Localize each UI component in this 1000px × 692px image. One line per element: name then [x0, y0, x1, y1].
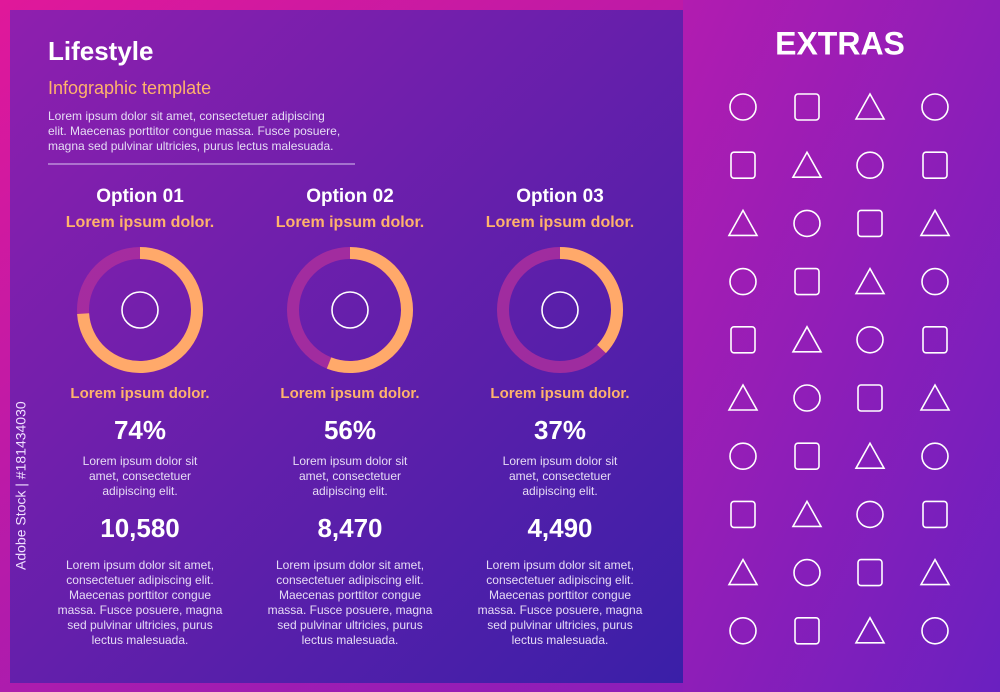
option-label: Lorem ipsum dolor. [280, 385, 419, 402]
count-text: Lorem ipsum dolor sit amet, [276, 558, 424, 572]
count-text: sed pulvinar ultricies, purus [277, 618, 422, 632]
icon [919, 208, 951, 237]
count: 8,470 [317, 513, 382, 543]
icon [854, 441, 886, 469]
icon [922, 151, 948, 179]
intro-text: magna sed pulvinar ultricies, purus lect… [48, 139, 333, 153]
percent-text: adipiscing elit. [312, 484, 387, 498]
percent: 74% [114, 415, 166, 445]
option-title: Option 02 [306, 186, 394, 207]
intro-text: Lorem ipsum dolor sit amet, consectetuer… [48, 109, 325, 123]
donut-arc [77, 247, 203, 373]
icon [856, 325, 884, 354]
percent: 37% [534, 415, 586, 445]
icon [857, 384, 883, 412]
count-text: Lorem ipsum dolor sit amet, [486, 558, 634, 572]
option-subtitle: Lorem ipsum dolor. [276, 214, 424, 231]
icon [727, 383, 759, 411]
percent-text: amet, consectetuer [89, 469, 191, 483]
intro-text: elit. Maecenas porttitor congue massa. F… [48, 124, 340, 138]
percent-text: amet, consectetuer [509, 469, 611, 483]
icon [794, 267, 820, 296]
icon [729, 442, 757, 471]
icon [727, 557, 759, 586]
donut-arc [326, 247, 413, 373]
icon [791, 325, 823, 353]
count-text: lectus malesuada. [512, 633, 609, 647]
option-subtitle: Lorem ipsum dolor. [486, 214, 634, 231]
icon [730, 500, 756, 529]
icon [921, 93, 949, 121]
donut-icon [541, 291, 579, 329]
percent-text: amet, consectetuer [299, 469, 401, 483]
icon [921, 442, 949, 471]
icon [727, 208, 759, 237]
count: 4,490 [527, 513, 592, 543]
option-title: Option 01 [96, 186, 184, 207]
icon [921, 267, 949, 296]
icon [857, 209, 883, 238]
option-label: Lorem ipsum dolor. [490, 385, 629, 402]
count-text: massa. Fusce posuere, magna [58, 603, 223, 617]
count-text: consectetuer adipiscing elit. [486, 573, 633, 587]
icon [919, 557, 951, 586]
icon [794, 442, 820, 471]
icon [793, 558, 821, 587]
count-text: consectetuer adipiscing elit. [66, 573, 213, 587]
icon [922, 325, 948, 354]
count-text: lectus malesuada. [302, 633, 399, 647]
count-text: Lorem ipsum dolor sit amet, [66, 558, 214, 572]
watermark: Adobe Stock | #181434030 [13, 401, 29, 570]
icon [793, 384, 821, 412]
icon [791, 499, 823, 528]
icon [856, 151, 884, 179]
count-text: consectetuer adipiscing elit. [276, 573, 423, 587]
count-text: Maecenas porttitor congue [69, 588, 211, 602]
option-title: Option 03 [516, 186, 604, 207]
icon [729, 267, 757, 296]
icon-grid [727, 92, 951, 645]
icon [854, 616, 886, 644]
option-subtitle: Lorem ipsum dolor. [66, 214, 214, 231]
icon [854, 92, 886, 120]
icon [793, 209, 821, 238]
subtitle: Infographic template [48, 78, 211, 98]
icon [854, 266, 886, 295]
percent-text: Lorem ipsum dolor sit [83, 454, 198, 468]
count-text: massa. Fusce posuere, magna [268, 603, 433, 617]
icon [794, 93, 820, 121]
icon [730, 151, 756, 179]
icon [921, 616, 949, 645]
icon [794, 616, 820, 645]
donut-icon [331, 291, 369, 329]
icon [729, 616, 757, 645]
icon [791, 150, 823, 178]
percent: 56% [324, 415, 376, 445]
percent-text: Lorem ipsum dolor sit [293, 454, 408, 468]
count-text: Maecenas porttitor congue [279, 588, 421, 602]
icon [730, 325, 756, 354]
count-text: massa. Fusce posuere, magna [478, 603, 643, 617]
percent-text: Lorem ipsum dolor sit [503, 454, 618, 468]
icon [857, 558, 883, 587]
left-panel [10, 10, 683, 683]
option-label: Lorem ipsum dolor. [70, 385, 209, 402]
count-text: sed pulvinar ultricies, purus [487, 618, 632, 632]
percent-text: adipiscing elit. [102, 484, 177, 498]
extras-title: EXTRAS [775, 25, 905, 61]
count-text: lectus malesuada. [92, 633, 189, 647]
icon [922, 500, 948, 529]
count-text: sed pulvinar ultricies, purus [67, 618, 212, 632]
donut-icon [121, 291, 159, 329]
icon [729, 93, 757, 121]
percent-text: adipiscing elit. [522, 484, 597, 498]
donut-arc [559, 247, 623, 354]
count-text: Maecenas porttitor congue [489, 588, 631, 602]
count: 10,580 [100, 513, 180, 543]
title: Lifestyle [48, 36, 154, 66]
icon [856, 500, 884, 529]
icon [919, 383, 951, 411]
